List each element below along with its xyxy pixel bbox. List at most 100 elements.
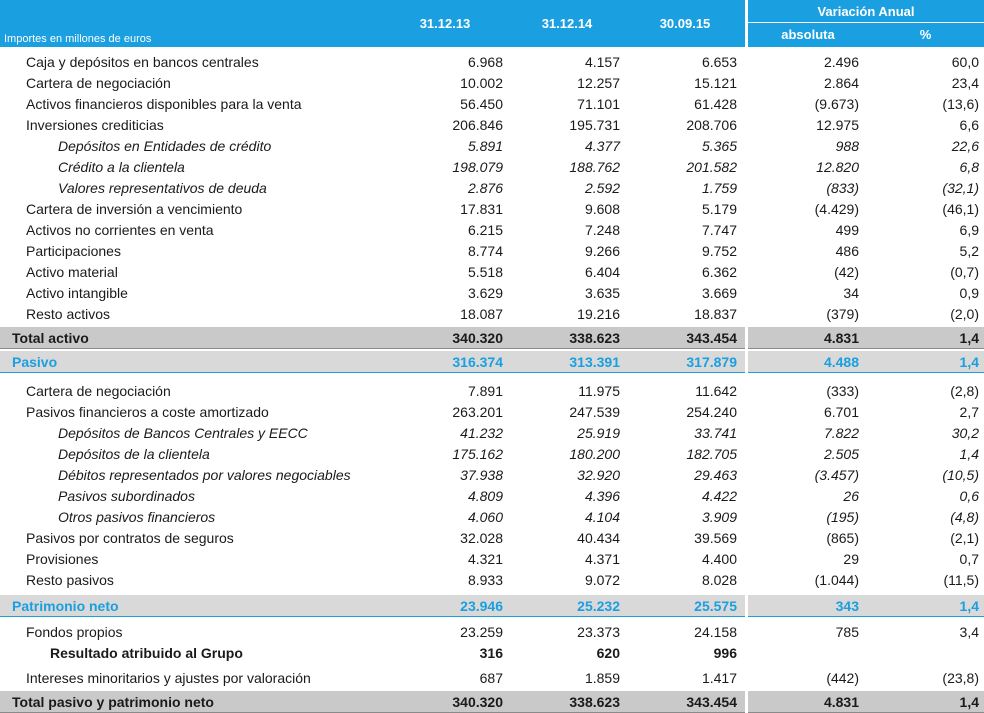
- section-band: [0, 595, 984, 617]
- value-2015: 5.179: [701, 201, 737, 217]
- variation-abs: 499: [835, 222, 859, 238]
- value-2013: 206.846: [452, 117, 503, 133]
- header-left: Importes en millones de euros 31.12.13 3…: [0, 0, 745, 47]
- value-2015: 11.642: [695, 383, 737, 399]
- value-2015: 7.747: [701, 222, 737, 238]
- value-2014: 71.101: [577, 96, 620, 112]
- value-2013: 5.891: [467, 138, 503, 154]
- row-label: Provisiones: [26, 551, 99, 567]
- variation-pct: 0,7: [959, 551, 979, 567]
- value-2015: 317.879: [686, 354, 737, 370]
- variation-abs: 34: [843, 285, 859, 301]
- value-2013: 198.079: [452, 159, 503, 175]
- value-2015: 996: [713, 645, 737, 661]
- table-row: Caja y depósitos en bancos centrales 6.96…: [0, 52, 984, 73]
- value-2015: 6.653: [701, 54, 737, 70]
- value-2015: 9.752: [701, 243, 737, 259]
- variation-pct: 3,4: [959, 624, 979, 640]
- value-2014: 23.373: [577, 624, 620, 640]
- value-2013: 56.450: [460, 96, 503, 112]
- variation-pct: 60,0: [951, 54, 979, 70]
- variation-abs: 6.701: [823, 404, 859, 420]
- value-2014: 4.396: [584, 488, 620, 504]
- row-label: Activo intangible: [26, 285, 128, 301]
- value-2015: 201.582: [686, 159, 737, 175]
- row-label: Fondos propios: [26, 624, 123, 640]
- table-row: Pasivos por contratos de seguros 32.028 40…: [0, 528, 984, 549]
- value-2014: 195.731: [569, 117, 620, 133]
- value-2013: 32.028: [460, 530, 503, 546]
- table-row: Otros pasivos financieros 4.060 4.104 3.909…: [0, 507, 984, 528]
- variation-abs: 29: [843, 551, 859, 567]
- variation-header: Variación Anual: [817, 4, 915, 19]
- row-label: Caja y depósitos en bancos centrales: [26, 54, 259, 70]
- table-row: Activos financieros disponibles para la …: [0, 94, 984, 115]
- value-2015: 25.575: [694, 598, 737, 614]
- variation-pct: 6,8: [959, 159, 979, 175]
- value-2015: 33.741: [694, 425, 737, 441]
- table-row: Pasivos subordinados 4.809 4.396 4.422 26 0,6: [0, 486, 984, 507]
- row-label: Intereses minoritarios y ajustes por val…: [26, 670, 311, 686]
- table-row: Provisiones 4.321 4.371 4.400 29 0,7: [0, 549, 984, 570]
- value-2014: 4.157: [584, 54, 620, 70]
- value-2013: 17.831: [460, 201, 503, 217]
- row-label: Total activo: [12, 330, 89, 346]
- row-label: Depósitos de Bancos Centrales y EECC: [58, 425, 308, 441]
- value-2014: 9.266: [584, 243, 620, 259]
- row-label: Valores representativos de deuda: [58, 180, 267, 196]
- value-2013: 8.933: [467, 572, 503, 588]
- variation-pct: 5,2: [959, 243, 979, 259]
- table-row: Depósitos en Entidades de crédito 5.891 4.…: [0, 136, 984, 157]
- value-2014: 1.859: [584, 670, 620, 686]
- table-row: Depósitos de Bancos Centrales y EECC 41.2…: [0, 423, 984, 444]
- row-label: Otros pasivos financieros: [58, 509, 216, 525]
- value-2015: 208.706: [686, 117, 737, 133]
- variation-pct: (23,8): [942, 670, 979, 686]
- row-label: Activo material: [26, 264, 118, 280]
- value-2015: 5.365: [701, 138, 737, 154]
- value-2013: 340.320: [452, 330, 503, 346]
- value-2014: 4.377: [584, 138, 620, 154]
- value-2015: 18.837: [694, 306, 737, 322]
- variation-abs: 26: [843, 488, 859, 504]
- col-header-2013: 31.12.13: [419, 16, 471, 31]
- variation-abs: 4.488: [823, 354, 859, 370]
- table-row: Débitos representados por valores negoci…: [0, 465, 984, 486]
- row-label: Pasivos financieros a coste amortizado: [26, 404, 269, 420]
- variation-abs: (9.673): [814, 96, 859, 112]
- table-row: Cartera de negociación 10.002 12.257 15.121…: [0, 73, 984, 94]
- variation-abs: 486: [835, 243, 859, 259]
- table-row: Activo material 5.518 6.404 6.362 (42) (0,7): [0, 262, 984, 283]
- variation-pct: (13,6): [942, 96, 979, 112]
- variation-pct: (10,5): [942, 467, 979, 483]
- value-2013: 316.374: [452, 354, 503, 370]
- value-2015: 8.028: [701, 572, 737, 588]
- table-row: Cartera de inversión a vencimiento 17.831…: [0, 199, 984, 220]
- row-label: Crédito a la clientela: [58, 159, 185, 175]
- variation-pct: 1,4: [959, 694, 979, 710]
- row-label: Total pasivo y patrimonio neto: [12, 694, 214, 710]
- variation-pct: 1,4: [959, 330, 979, 346]
- variation-pct: 1,4: [959, 598, 979, 614]
- value-2013: 18.087: [460, 306, 503, 322]
- column-separator: [745, 0, 748, 713]
- value-2014: 188.762: [569, 159, 620, 175]
- value-2015: 4.422: [701, 488, 737, 504]
- row-label: Cartera de negociación: [26, 75, 171, 91]
- variation-abs: (4.429): [814, 201, 859, 217]
- value-2013: 5.518: [467, 264, 503, 280]
- value-2013: 10.002: [460, 75, 503, 91]
- value-2013: 263.201: [452, 404, 503, 420]
- variation-pct: 0,6: [959, 488, 979, 504]
- header-right: Variación Anual absoluta %: [748, 0, 984, 47]
- value-2015: 182.705: [686, 446, 737, 462]
- variation-abs: 988: [835, 138, 859, 154]
- abs-header: absoluta: [781, 27, 835, 42]
- variation-abs: (195): [826, 509, 859, 525]
- table-row: Pasivo 316.374 313.391 317.879 4.488 1,4: [0, 352, 984, 373]
- value-2013: 687: [479, 670, 503, 686]
- value-2013: 4.060: [467, 509, 503, 525]
- col-header-2015: 30.09.15: [659, 16, 711, 31]
- value-2015: 39.569: [694, 530, 737, 546]
